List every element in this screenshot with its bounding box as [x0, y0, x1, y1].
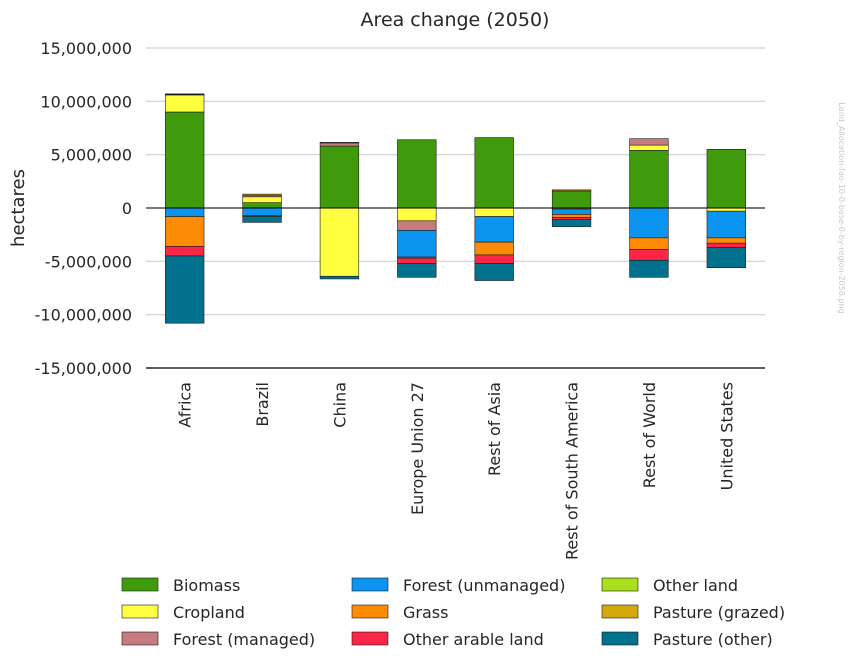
y-tick-label: 0	[122, 199, 132, 218]
bar-segment	[242, 207, 282, 216]
bars	[165, 93, 746, 324]
bar-segment	[319, 145, 360, 209]
bar-segment	[165, 207, 205, 217]
bar-segment	[319, 207, 360, 277]
chart-title: Area change (2050)	[361, 9, 550, 31]
bar-segment	[242, 193, 282, 196]
bar-segment	[629, 259, 669, 278]
bar-segment	[242, 202, 282, 209]
bar-segment	[397, 139, 437, 209]
legend-swatch	[121, 631, 159, 646]
bar-segment	[474, 207, 514, 217]
y-tick-label: 15,000,000	[40, 39, 132, 58]
legend-label: Pasture (grazed)	[653, 603, 785, 622]
bar-segment	[629, 138, 669, 146]
bar-segment	[397, 230, 437, 258]
bar-segment	[629, 150, 669, 209]
bar-segment	[551, 208, 592, 215]
bar-segment	[551, 189, 592, 192]
bar-segment	[629, 237, 669, 250]
watermark: Land_Allocation-fao-10-0-base-0-by-regio…	[837, 102, 846, 313]
bar-segment	[474, 241, 514, 256]
bar-segment	[474, 137, 514, 209]
x-tick-label: Rest of Asia	[485, 382, 504, 476]
bar-segment	[319, 142, 360, 144]
x-tick-label: Europe Union 27	[408, 382, 427, 515]
bar-segment	[551, 190, 592, 209]
legend-swatch	[121, 577, 159, 592]
bar-segment	[397, 257, 437, 264]
bar-segment	[629, 249, 669, 261]
y-axis-title: hectares	[8, 169, 29, 247]
y-tick-label: -15,000,000	[35, 359, 132, 378]
gridlines	[146, 47, 765, 316]
legend-swatch	[121, 604, 159, 619]
bar-segment	[242, 196, 282, 203]
y-tick-label: 10,000,000	[40, 92, 132, 111]
bar-segment	[165, 255, 205, 324]
legend-swatch	[351, 604, 389, 619]
bar-segment	[319, 142, 360, 147]
bar-segment	[706, 149, 746, 209]
x-tick-label: Rest of World	[640, 382, 659, 488]
x-axis-ticks: Africa Brazil China Europe Union 27 Rest of …	[176, 382, 737, 560]
bar-segment	[551, 219, 592, 227]
bar-segment	[242, 216, 282, 223]
bar-segment	[474, 263, 514, 281]
x-tick-label: Brazil	[253, 382, 272, 427]
bar-segment	[706, 237, 746, 244]
bar-segment	[165, 111, 205, 209]
legend-label: Other arable land	[403, 630, 544, 649]
legend-label: Biomass	[173, 576, 240, 595]
legend: Biomass Cropland Forest (managed) Forest (u…	[121, 576, 785, 649]
legend-swatch	[601, 604, 639, 619]
legend-swatch	[601, 577, 639, 592]
bar-segment	[397, 220, 437, 231]
legend-label: Other land	[653, 576, 738, 595]
legend-label: Pasture (other)	[653, 630, 773, 649]
legend-label: Grass	[403, 603, 448, 622]
bar-segment	[706, 247, 746, 269]
legend-swatch	[351, 631, 389, 646]
x-tick-label: Africa	[176, 382, 195, 428]
bar-segment	[165, 93, 205, 95]
bar-segment	[629, 144, 669, 151]
y-axis-ticks: 15,000,000 10,000,000 5,000,000 0 -5,000,000…	[35, 39, 132, 378]
x-tick-label: United States	[717, 382, 736, 490]
y-tick-label: 5,000,000	[51, 146, 132, 165]
bar-segment	[706, 242, 746, 248]
legend-label: Forest (managed)	[173, 630, 315, 649]
bar-segment	[397, 207, 437, 222]
bar-segment	[551, 214, 592, 218]
bar-segment	[551, 217, 592, 221]
legend-swatch	[351, 577, 389, 592]
bar-segment	[706, 210, 746, 239]
bar-segment	[165, 216, 205, 247]
legend-swatch	[601, 631, 639, 646]
bar-segment	[165, 246, 205, 257]
bar-segment	[629, 207, 669, 239]
bar-segment	[165, 94, 205, 113]
legend-label: Forest (unmanaged)	[403, 576, 565, 595]
bar-segment	[474, 216, 514, 243]
y-tick-label: -5,000,000	[45, 252, 132, 271]
bar-segment	[474, 254, 514, 264]
legend-label: Cropland	[173, 603, 245, 622]
bar-segment	[319, 275, 360, 280]
x-tick-label: Rest of South America	[563, 382, 582, 560]
x-tick-label: China	[330, 382, 349, 428]
bar-segment	[397, 263, 437, 278]
y-tick-label: -10,000,000	[35, 306, 132, 325]
